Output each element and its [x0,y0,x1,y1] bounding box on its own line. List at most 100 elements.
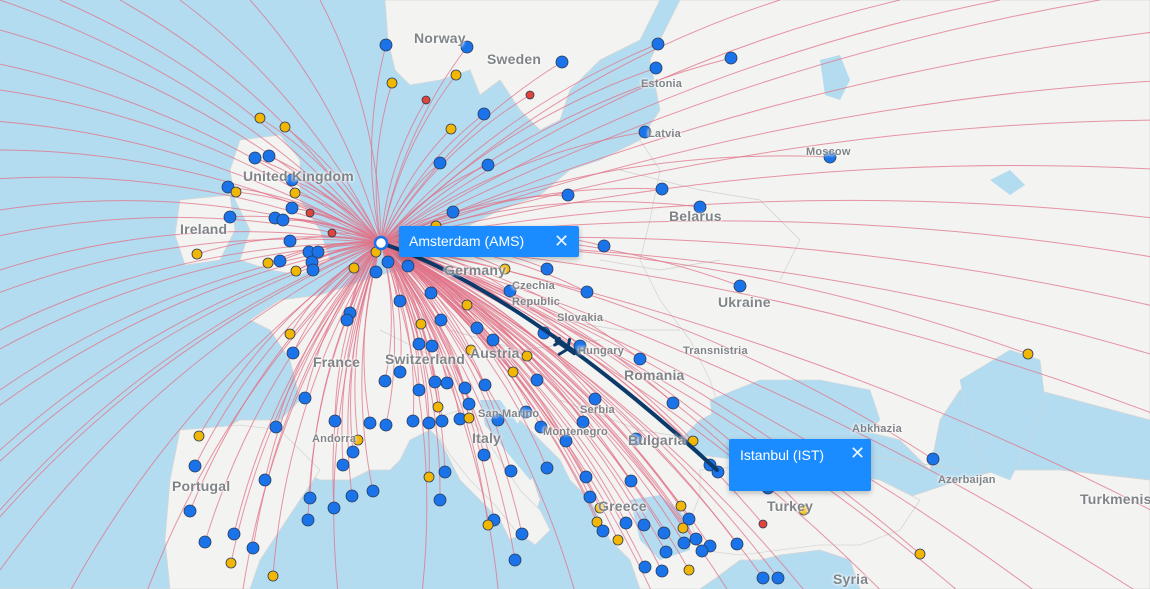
airport-marker[interactable] [301,513,315,527]
airport-marker[interactable] [246,541,260,555]
airport-marker[interactable] [378,374,392,388]
airport-marker[interactable] [273,254,287,268]
airport-marker[interactable] [693,200,707,214]
airport-marker[interactable] [649,61,663,75]
airport-marker-secondary[interactable] [432,401,444,413]
airport-marker[interactable] [435,414,449,428]
airport-marker[interactable] [730,537,744,551]
airport-marker[interactable] [381,255,395,269]
airport-marker-secondary[interactable] [386,77,398,89]
airport-marker[interactable] [503,284,517,298]
airport-marker-secondary[interactable] [415,318,427,330]
airport-marker-secondary[interactable] [230,186,242,198]
airport-marker-secondary[interactable] [677,522,689,534]
airport-marker[interactable] [638,125,652,139]
airport-marker[interactable] [638,560,652,574]
airport-marker[interactable] [345,489,359,503]
airport-marker-secondary[interactable] [594,502,606,514]
airport-marker[interactable] [597,239,611,253]
airport-marker[interactable] [269,420,283,434]
airport-marker[interactable] [666,396,680,410]
airport-marker-secondary[interactable] [348,262,360,274]
airport-marker[interactable] [283,234,297,248]
airport-marker-secondary[interactable] [225,557,237,569]
airport-marker-secondary[interactable] [482,519,494,531]
airport-marker[interactable] [534,420,548,434]
airport-marker[interactable] [596,524,610,538]
origin-popup[interactable]: Amsterdam (AMS) ✕ [399,226,579,257]
close-icon[interactable]: ✕ [554,231,570,251]
airport-marker[interactable] [223,210,237,224]
airport-marker[interactable] [379,38,393,52]
airport-marker[interactable] [655,564,669,578]
airport-marker[interactable] [363,416,377,430]
airport-marker[interactable] [328,414,342,428]
airport-marker[interactable] [540,262,554,276]
airport-marker[interactable] [433,493,447,507]
airport-marker[interactable] [508,553,522,567]
airport-marker-secondary[interactable] [507,366,519,378]
airport-marker[interactable] [340,313,354,327]
airport-marker[interactable] [657,526,671,540]
close-icon[interactable]: ✕ [850,443,866,463]
airport-marker[interactable] [470,321,484,335]
airport-marker[interactable] [756,571,770,585]
airport-marker[interactable] [491,413,505,427]
airport-marker[interactable] [412,337,426,351]
airport-marker-tertiary[interactable] [305,208,315,218]
airport-marker[interactable] [926,452,940,466]
airport-marker-tertiary[interactable] [421,95,431,105]
airport-marker[interactable] [298,391,312,405]
airport-marker[interactable] [559,434,573,448]
airport-marker[interactable] [286,346,300,360]
airport-marker[interactable] [458,381,472,395]
airport-marker[interactable] [422,416,436,430]
airport-marker[interactable] [583,490,597,504]
airport-marker-secondary[interactable] [914,548,926,560]
airport-marker[interactable] [486,333,500,347]
airport-marker[interactable] [733,279,747,293]
airport-marker[interactable] [579,470,593,484]
airport-marker[interactable] [285,201,299,215]
airport-marker-secondary[interactable] [279,121,291,133]
airport-marker-secondary[interactable] [1022,348,1034,360]
airport-marker[interactable] [393,294,407,308]
airport-marker[interactable] [425,339,439,353]
airport-marker[interactable] [637,518,651,532]
airport-marker[interactable] [438,465,452,479]
airport-marker[interactable] [689,532,703,546]
airport-marker[interactable] [227,527,241,541]
airport-marker[interactable] [478,378,492,392]
airport-marker[interactable] [379,418,393,432]
airport-marker[interactable] [248,151,262,165]
airport-marker[interactable] [771,571,785,585]
airport-marker-secondary[interactable] [463,412,475,424]
airport-marker-secondary[interactable] [284,328,296,340]
airport-marker[interactable] [823,150,837,164]
airport-marker-secondary[interactable] [798,504,810,516]
airport-marker[interactable] [306,263,320,277]
airport-marker[interactable] [366,484,380,498]
airport-marker-secondary[interactable] [461,299,473,311]
airport-marker[interactable] [183,504,197,518]
airport-marker[interactable] [619,516,633,530]
airport-marker-secondary[interactable] [499,263,511,275]
airport-marker-secondary[interactable] [254,112,266,124]
airport-marker[interactable] [406,414,420,428]
airport-marker[interactable] [724,51,738,65]
airport-marker[interactable] [561,188,575,202]
airport-marker-tertiary[interactable] [525,90,535,100]
airport-marker[interactable] [576,415,590,429]
airport-marker[interactable] [285,173,299,187]
airport-marker-secondary[interactable] [290,265,302,277]
airport-marker[interactable] [412,383,426,397]
airport-marker[interactable] [530,373,544,387]
airport-marker[interactable] [655,182,669,196]
airport-marker[interactable] [198,535,212,549]
airport-marker[interactable] [401,259,415,273]
airport-marker-secondary[interactable] [289,187,301,199]
airport-marker[interactable] [258,473,272,487]
airport-marker[interactable] [433,156,447,170]
airport-marker[interactable] [327,501,341,515]
